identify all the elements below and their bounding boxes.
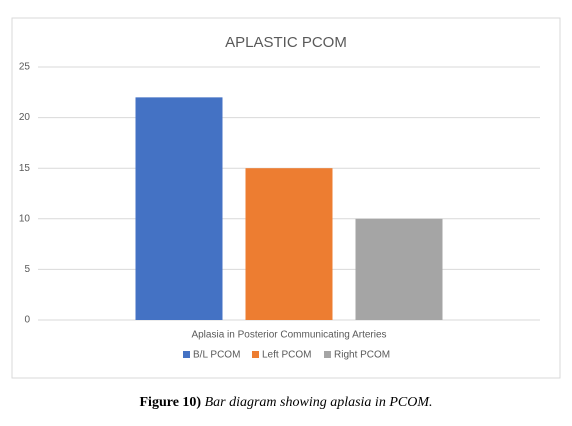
caption: Figure 10) Bar diagram showing aplasia i… [140,395,433,410]
legend-label: Right PCOM [334,350,390,361]
bar [245,168,333,320]
bar [355,218,443,320]
y-tick-label: 20 [19,112,31,123]
y-tick-label: 15 [19,163,31,174]
x-tick-label: Aplasia in Posterior Communicating Arter… [191,330,386,341]
legend-swatch [324,351,331,358]
caption-text: Bar diagram showing aplasia in PCOM. [205,395,433,410]
legend-swatch [183,351,190,358]
y-tick-label: 25 [19,62,31,73]
legend-label: Left PCOM [262,350,311,361]
bar [135,97,223,320]
legend-swatch [252,351,259,358]
legend-label: B/L PCOM [193,350,240,361]
y-tick-label: 10 [19,213,31,224]
chart-title: APLASTIC PCOM [225,34,347,51]
y-tick-label: 0 [24,315,30,326]
caption-label: Figure 10) [140,395,202,410]
y-tick-label: 5 [24,264,30,275]
